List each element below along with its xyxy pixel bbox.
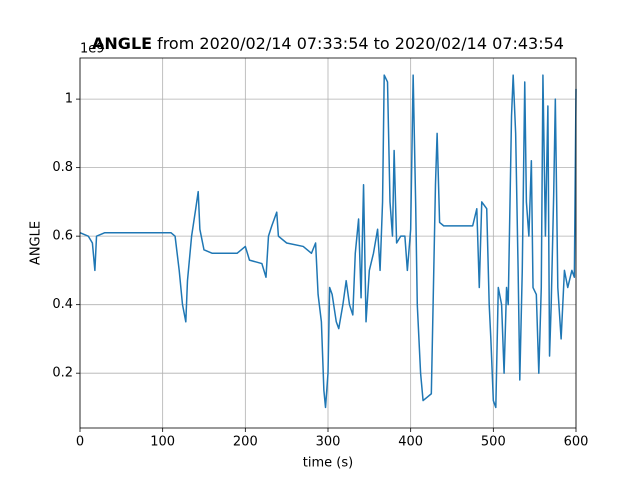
- title-bold: ANGLE: [92, 34, 152, 53]
- y-axis-label: ANGLE: [29, 221, 44, 265]
- x-tick-label: 100: [150, 435, 175, 450]
- data-line: [79, 74, 577, 409]
- y-tick-label: 0.6: [52, 229, 73, 244]
- y-tick-label: 0.2: [52, 366, 73, 381]
- chart-title: ANGLE from 2020/02/14 07:33:54 to 2020/02…: [92, 34, 564, 53]
- x-axis-label: time (s): [303, 456, 353, 471]
- y-tick-label: 1: [65, 92, 73, 107]
- title-rest: from 2020/02/14 07:33:54 to 2020/02/14 0…: [157, 34, 564, 53]
- x-tick-label: 600: [564, 435, 589, 450]
- x-tick-label: 500: [481, 435, 506, 450]
- x-tick-label: 400: [398, 435, 423, 450]
- axes-frame: [79, 57, 577, 429]
- y-tick-label: 0.4: [52, 297, 73, 312]
- y-offset-label: 1e9: [80, 42, 105, 57]
- y-tick-label: 0.8: [52, 160, 73, 175]
- x-tick-label: 200: [233, 435, 258, 450]
- x-tick-label: 300: [316, 435, 341, 450]
- x-tick-label: 0: [76, 435, 84, 450]
